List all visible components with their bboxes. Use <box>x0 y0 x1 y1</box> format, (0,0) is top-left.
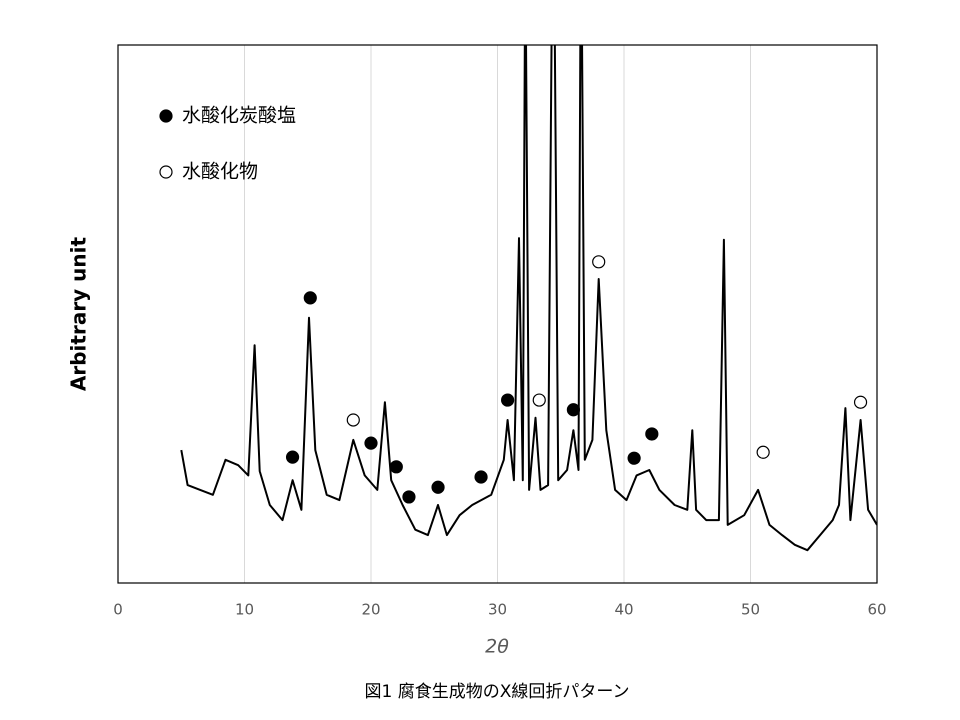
peak-marker <box>627 451 641 465</box>
peak-marker <box>431 480 445 494</box>
x-tick-label: 0 <box>113 601 123 619</box>
caption: 図1 腐食生成物のX線回折パターン <box>364 682 629 702</box>
peak-marker <box>389 460 403 474</box>
x-tick-label: 40 <box>614 601 633 619</box>
peak-marker <box>532 393 546 407</box>
peak-marker <box>501 393 515 407</box>
peak-marker <box>592 255 606 269</box>
peak-marker <box>566 403 581 417</box>
x-tick-label: 30 <box>488 601 507 619</box>
peak-marker <box>402 490 416 504</box>
peak-marker <box>346 413 360 427</box>
plot-frame <box>117 44 878 584</box>
peak-marker <box>285 450 300 464</box>
peak-marker <box>474 470 488 484</box>
x-axis-label: 2θ <box>485 636 509 658</box>
legend-label: 水酸化炭酸塩 <box>182 105 296 127</box>
peak-marker <box>853 395 868 409</box>
data-line <box>180 45 877 552</box>
x-tick-label: 20 <box>361 601 380 619</box>
peak-marker <box>645 427 659 441</box>
plot-area <box>180 45 877 552</box>
x-tick-label: 60 <box>867 601 886 619</box>
x-tick-label: 50 <box>741 601 760 619</box>
peak-marker <box>756 445 770 459</box>
peak-marker <box>303 291 317 305</box>
y-axis-label: Arbitrary unit <box>67 236 91 391</box>
peak-marker <box>364 436 378 450</box>
legend-marker <box>159 109 173 123</box>
legend-label: 水酸化物 <box>182 161 258 183</box>
x-tick-label: 10 <box>235 601 254 619</box>
legend-marker <box>159 165 173 179</box>
